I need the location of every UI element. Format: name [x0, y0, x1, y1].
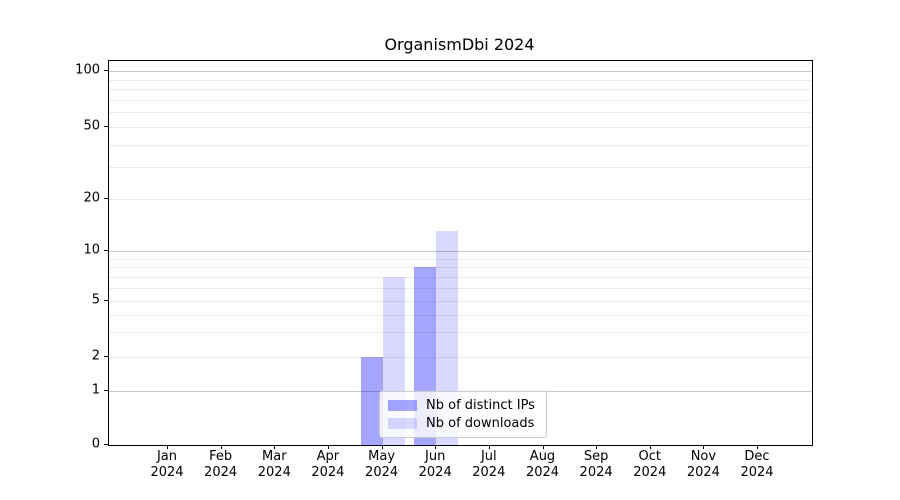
x-tick-label-jan: Jan 2024: [150, 449, 184, 480]
x-tick-mark: [435, 445, 437, 449]
minor-gridline: [109, 332, 812, 334]
chart-title: OrganismDbi 2024: [384, 35, 535, 54]
bars-layer: [109, 61, 812, 445]
minor-gridline: [109, 199, 812, 200]
minor-gridline: [109, 99, 812, 101]
y-tick-label-0: 0: [91, 436, 100, 452]
x-tick-mark: [703, 445, 705, 449]
minor-gridline: [109, 79, 812, 81]
x-tick-mark: [596, 445, 598, 449]
minor-gridline: [109, 287, 812, 289]
bar-may-series0: [360, 357, 383, 445]
legend-label-downloads: Nb of downloads: [426, 415, 535, 431]
y-tick-mark: [104, 250, 108, 251]
x-tick-label-aug: Aug 2024: [525, 449, 560, 480]
minor-gridline: [109, 267, 812, 269]
y-tick-mark: [104, 300, 108, 301]
y-tick-mark: [104, 126, 108, 127]
minor-gridline: [109, 276, 812, 278]
y-tick-mark: [104, 70, 108, 71]
x-tick-mark: [649, 445, 651, 449]
y-tick-label-100: 100: [75, 62, 100, 78]
minor-gridline: [109, 89, 812, 90]
x-tick-label-oct: Oct 2024: [633, 449, 667, 480]
x-tick-mark: [488, 445, 490, 449]
legend-label-distinct-ips: Nb of distinct IPs: [426, 398, 535, 414]
y-tick-label-2: 2: [91, 348, 100, 364]
y-tick-mark: [104, 444, 108, 445]
y-tick-label-50: 50: [83, 118, 100, 134]
x-tick-label-apr: Apr 2024: [311, 449, 345, 480]
y-tick-label-1: 1: [91, 382, 100, 398]
x-tick-label-feb: Feb 2024: [204, 449, 238, 480]
x-tick-label-jun: Jun 2024: [418, 449, 452, 480]
minor-gridline: [109, 258, 812, 260]
major-gridline: [109, 71, 812, 72]
legend-item-downloads: Nb of downloads: [388, 416, 538, 431]
legend: Nb of distinct IPs Nb of downloads: [379, 391, 547, 438]
x-tick-label-nov: Nov 2024: [686, 449, 720, 480]
minor-gridline: [109, 127, 812, 128]
minor-gridline: [109, 144, 812, 146]
y-tick-label-20: 20: [83, 190, 100, 206]
x-tick-mark: [757, 445, 758, 449]
x-tick-mark: [167, 445, 168, 449]
major-gridline: [109, 251, 812, 252]
minor-gridline: [109, 301, 812, 302]
x-tick-label-dec: Dec 2024: [740, 449, 774, 480]
x-tick-mark: [327, 445, 329, 449]
x-tick-label-mar: Mar 2024: [257, 449, 291, 480]
x-tick-mark: [381, 445, 383, 449]
x-tick-label-sep: Sep 2024: [579, 449, 613, 480]
x-tick-mark: [542, 445, 544, 449]
y-tick-mark: [104, 390, 108, 391]
minor-gridline: [109, 314, 812, 316]
legend-item-distinct-ips: Nb of distinct IPs: [388, 398, 538, 413]
y-tick-label-10: 10: [83, 242, 100, 258]
minor-gridline: [109, 167, 812, 169]
legend-swatch-downloads-icon: [388, 417, 417, 429]
x-tick-label-jul: Jul 2024: [472, 449, 506, 480]
x-tick-mark: [274, 445, 276, 449]
minor-gridline: [109, 112, 812, 114]
y-tick-mark: [104, 198, 108, 199]
plot-area: Nb of distinct IPs Nb of downloads: [108, 60, 813, 446]
y-tick-label-5: 5: [91, 292, 100, 308]
minor-gridline: [109, 357, 812, 358]
x-tick-label-may: May 2024: [365, 449, 399, 480]
x-tick-mark: [220, 445, 222, 449]
y-tick-mark: [104, 356, 108, 357]
legend-swatch-distinct-ips-icon: [388, 400, 417, 412]
